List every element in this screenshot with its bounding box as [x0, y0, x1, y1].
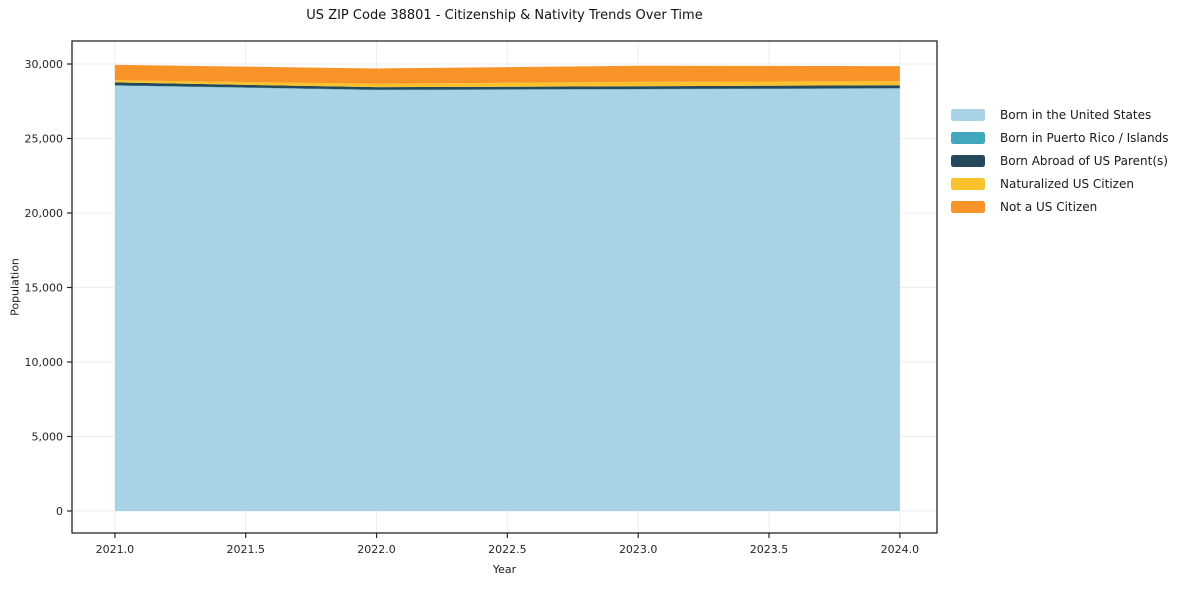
- legend-item: Not a US Citizen: [951, 195, 1169, 218]
- y-tick-label: 5,000: [32, 430, 64, 443]
- legend-item: Born in the United States: [951, 103, 1169, 126]
- y-tick-label: 0: [56, 505, 63, 518]
- x-tick-label: 2022.5: [488, 543, 527, 556]
- legend-item: Born Abroad of US Parent(s): [951, 149, 1169, 172]
- legend-label: Not a US Citizen: [1000, 199, 1098, 214]
- x-tick-label: 2021.5: [226, 543, 265, 556]
- legend-swatch: [951, 131, 985, 144]
- y-tick-label: 20,000: [25, 207, 64, 220]
- y-tick-label: 25,000: [25, 133, 64, 146]
- area-born-abroad-of-us-parent-s: [114, 82, 900, 90]
- x-tick-label: 2023.0: [619, 543, 658, 556]
- area-born-in-puerto-rico-islands: [114, 85, 900, 91]
- legend-label: Born in the United States: [1000, 107, 1152, 122]
- legend-item: Naturalized US Citizen: [951, 172, 1169, 195]
- legend-item: Born in Puerto Rico / Islands: [951, 126, 1169, 149]
- x-tick-label: 2023.5: [750, 543, 789, 556]
- x-tick-label: 2021.0: [96, 543, 135, 556]
- legend-label: Born in Puerto Rico / Islands: [1000, 130, 1169, 145]
- area-born-in-the-united-states: [114, 85, 900, 511]
- x-axis-label: Year: [492, 563, 517, 576]
- legend-swatch: [951, 177, 985, 190]
- legend-swatch: [951, 154, 985, 167]
- legend-swatch: [951, 200, 985, 213]
- y-tick-label: 15,000: [25, 281, 64, 294]
- area-naturalized-us-citizen: [114, 80, 900, 88]
- y-tick-label: 10,000: [25, 356, 64, 369]
- x-tick-label: 2022.0: [357, 543, 396, 556]
- x-tick-label: 2024.0: [881, 543, 920, 556]
- legend: Born in the United States Born in Puerto …: [951, 103, 1169, 218]
- legend-swatch: [951, 108, 985, 121]
- y-axis-label: Population: [8, 258, 22, 316]
- legend-label: Naturalized US Citizen: [1000, 176, 1134, 191]
- chart-title: US ZIP Code 38801 - Citizenship & Nativi…: [306, 8, 703, 23]
- area-not-a-us-citizen: [114, 64, 900, 84]
- legend-label: Born Abroad of US Parent(s): [1000, 153, 1168, 168]
- y-tick-label: 30,000: [25, 58, 64, 71]
